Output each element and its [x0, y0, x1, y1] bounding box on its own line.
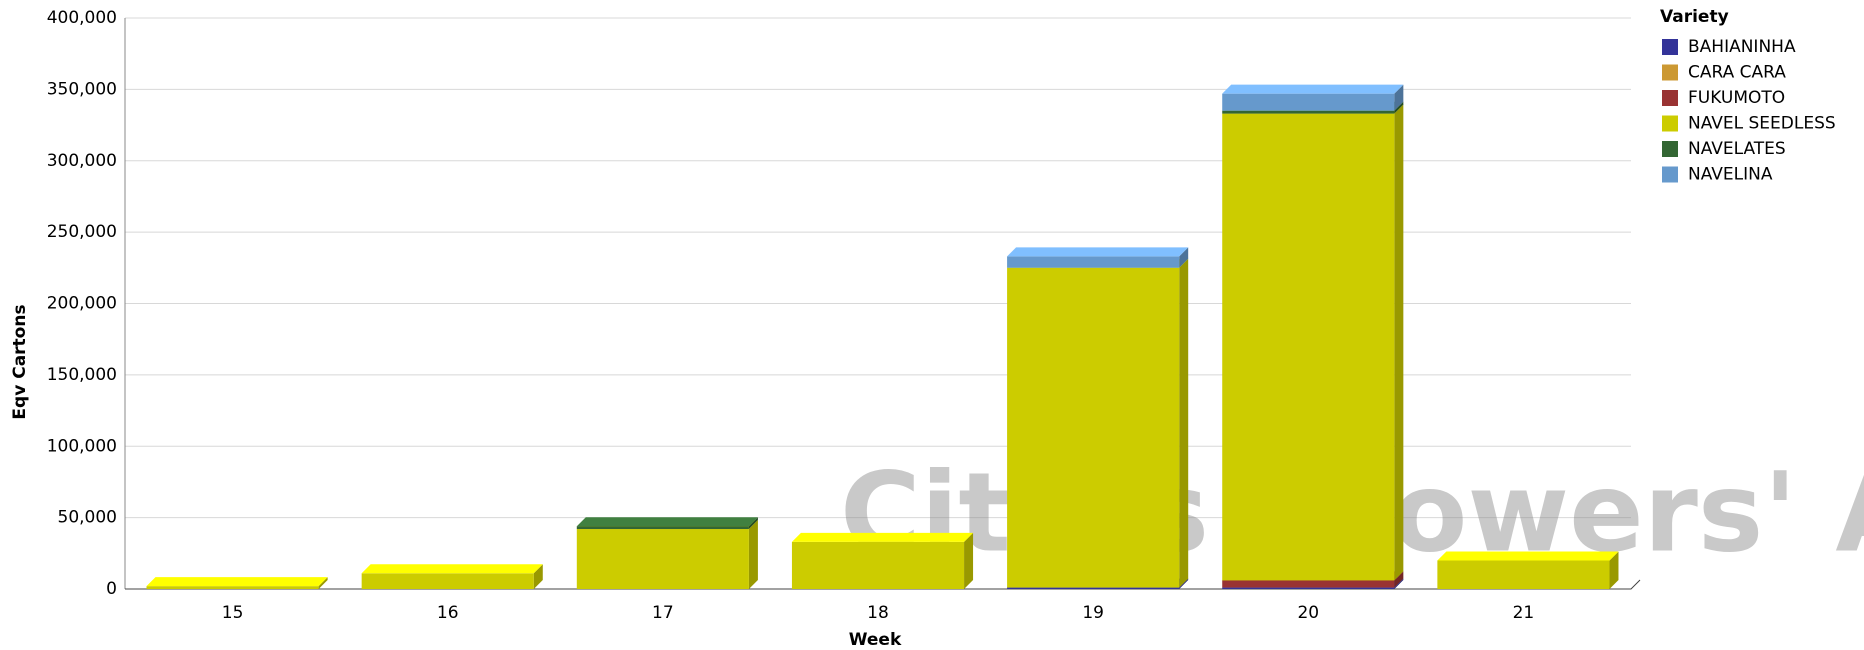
bar-segment	[577, 517, 758, 529]
y-tick-label: 50,000	[58, 508, 117, 528]
bar-segment	[1007, 247, 1188, 267]
bar-side	[749, 520, 758, 589]
y-tick-label: 0	[106, 579, 117, 599]
legend-label: NAVELINA	[1688, 165, 1773, 185]
bar-front	[1222, 111, 1394, 114]
y-tick-label: 150,000	[47, 365, 117, 385]
legend-label: NAVEL SEEDLESS	[1688, 114, 1836, 134]
x-tick-label: 21	[1513, 603, 1535, 623]
legend-swatch	[1662, 167, 1678, 183]
bar-side	[964, 533, 973, 589]
legend-label: FUKUMOTO	[1688, 88, 1785, 108]
bar-front	[147, 586, 319, 589]
bar-segment	[792, 533, 973, 589]
legend-swatch	[1662, 65, 1678, 81]
x-axis-title: Week	[849, 630, 902, 650]
x-tick-label: 15	[222, 603, 244, 623]
legend-swatch	[1662, 39, 1678, 55]
bar-segment	[1007, 259, 1188, 588]
legend-label: BAHIANINHA	[1688, 37, 1796, 57]
bar-front	[792, 542, 964, 589]
y-tick-label: 300,000	[47, 151, 117, 171]
chart: Eqv Cartons Week Variety 0 50,000 100,000 1…	[0, 0, 1864, 650]
bar-top	[1222, 85, 1403, 94]
bar-front	[577, 526, 749, 529]
bar-front	[1222, 114, 1394, 581]
y-tick-label: 100,000	[47, 436, 117, 456]
bar-top	[792, 533, 973, 542]
bar-segment	[577, 520, 758, 589]
bar-top	[362, 564, 543, 573]
legend-label: NAVELATES	[1688, 139, 1786, 159]
bar-top	[1437, 551, 1618, 560]
bar-segment	[362, 564, 543, 589]
bar-side	[1394, 105, 1403, 581]
bar-front	[1007, 588, 1179, 589]
x-tick-label: 19	[1082, 603, 1104, 623]
y-tick-label: 200,000	[47, 294, 117, 314]
bar-segment	[1222, 85, 1403, 111]
legend-swatch	[1662, 90, 1678, 106]
legend-swatch	[1662, 141, 1678, 157]
bar-front	[1222, 588, 1394, 589]
bar-top	[1007, 247, 1188, 256]
bar-top	[577, 517, 758, 526]
x-tick-label: 18	[867, 603, 889, 623]
legend-label: CARA CARA	[1688, 63, 1786, 83]
bar-front	[1222, 94, 1394, 111]
y-tick-label: 350,000	[47, 79, 117, 99]
legend-title: Variety	[1660, 7, 1729, 27]
bar-segment	[1437, 551, 1618, 589]
bar-front	[1007, 256, 1179, 267]
legend-swatch	[1662, 116, 1678, 132]
bar-top	[147, 577, 328, 586]
bar-front	[577, 529, 749, 589]
x-tick-label: 20	[1297, 603, 1319, 623]
bar-segment	[1222, 105, 1403, 581]
x-tick-label: 17	[652, 603, 674, 623]
y-axis-title: Eqv Cartons	[10, 304, 30, 419]
bar-side	[1179, 259, 1188, 588]
bar-segment	[147, 577, 328, 589]
bar-front	[1222, 580, 1394, 587]
y-tick-label: 400,000	[47, 8, 117, 28]
bar-front	[1437, 560, 1609, 589]
bar-front	[1007, 268, 1179, 588]
x-tick-label: 16	[437, 603, 459, 623]
bar-front	[362, 573, 534, 589]
y-tick-label: 250,000	[47, 222, 117, 242]
